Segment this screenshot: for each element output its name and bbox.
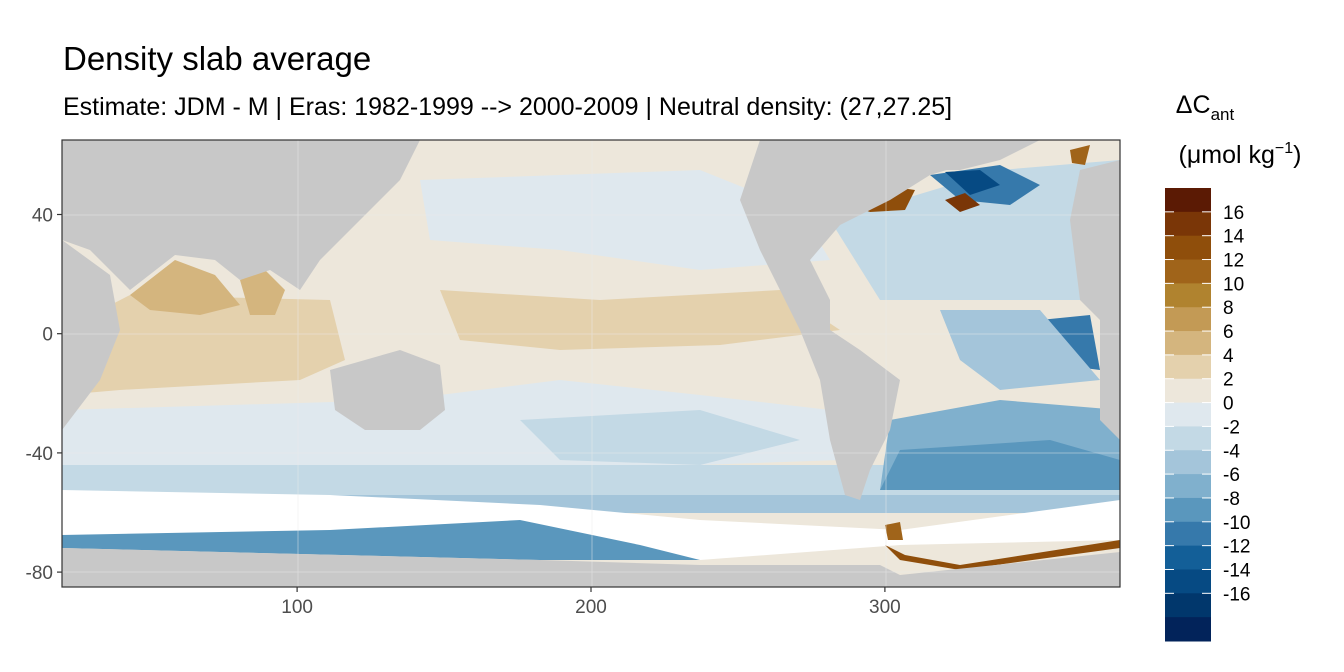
region-weddell-spot [885,522,903,540]
y-tick-label: -80 [26,563,53,584]
region-south-pacific-inner [520,410,800,465]
land-americas [740,140,1000,500]
region-weddell-coastal [885,540,1120,570]
region-labrador-spot [945,193,980,212]
legend-swatch [1165,497,1211,523]
x-tick-label: 200 [575,597,607,618]
map-panel [62,140,1120,587]
region-north-pacific [420,170,830,270]
legend-label: -10 [1223,513,1250,534]
region-north-atlantic [830,160,1120,300]
legend-swatch [1165,450,1211,475]
region-nordic-brown [1070,145,1090,165]
x-axis: 100 200 300 [281,587,901,618]
land-east-africa [62,240,120,430]
legend-label: -6 [1223,465,1240,486]
legend-swatch [1165,593,1211,618]
map-subtitle: Estimate: JDM - M | Eras: 1982-1999 --> … [63,93,953,121]
legend-swatch [1165,259,1211,284]
legend-swatch [1165,474,1211,499]
region-antarctic-coastal [62,520,700,560]
legend-label: 6 [1223,322,1234,343]
legend-label: 12 [1223,251,1244,272]
legend-label: 4 [1223,346,1234,367]
legend-swatch [1165,283,1211,308]
legend-label: -12 [1223,537,1250,558]
land-australia [330,350,445,430]
y-tick-label: 0 [42,325,53,346]
legend-label: 0 [1223,394,1234,415]
legend-title: ΔCant [1176,91,1235,124]
legend-swatch [1165,426,1211,451]
y-tick-label: -40 [26,444,53,465]
region-arabian-sea [130,260,240,315]
legend-swatch [1165,211,1211,237]
region-north-atlantic-deep [945,170,1000,195]
legend-swatch [1165,331,1211,356]
legend-swatch [1165,354,1211,380]
region-south-atlantic-deep [880,440,1120,490]
region-tropical-pacific [440,290,840,350]
region-bay-bengal [240,270,285,315]
map-title: Density slab average [63,40,372,77]
legend-unit: (μmol kg−1) [1179,140,1302,169]
grid-lines [62,140,1120,587]
legend-label: -8 [1223,489,1240,510]
y-axis: 40 0 -40 -80 [26,206,62,584]
y-tick-label: 40 [32,206,53,227]
legend-label: -2 [1223,417,1240,438]
legend-swatch [1165,235,1211,261]
legend-label: -4 [1223,441,1240,462]
legend-swatch [1165,307,1211,332]
region-tropical-atlantic [940,310,1100,390]
x-tick-label: 300 [869,597,901,618]
legend-label: -14 [1223,560,1251,581]
region-indian-ocean [62,295,345,395]
legend-swatch [1165,402,1211,427]
legend-swatch [1165,188,1211,213]
legend-label: -16 [1223,584,1250,605]
land-greenland [900,140,1040,170]
land-antarctica [62,548,1120,587]
legend-label: 2 [1223,370,1234,391]
legend-swatch [1165,569,1211,594]
legend-label: 10 [1223,274,1244,295]
legend-swatch [1165,545,1211,570]
land-europe-africa [1070,160,1120,440]
legend-label: 14 [1223,227,1245,248]
legend-label: 16 [1223,203,1244,224]
legend-swatch [1165,521,1211,547]
legend-swatch [1165,617,1211,642]
x-tick-label: 100 [281,597,313,618]
legend-label: 8 [1223,298,1234,319]
legend-swatch [1165,378,1211,404]
